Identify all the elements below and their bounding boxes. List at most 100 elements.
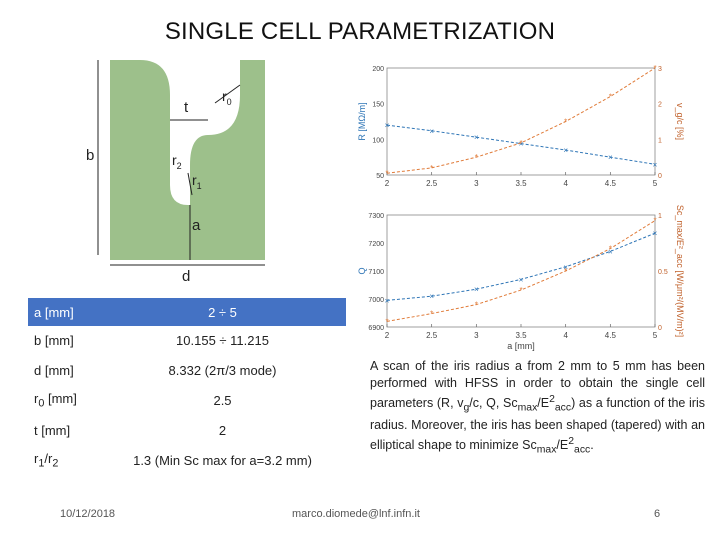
row-value: 1.3 (Min Sc max for a=3.2 mm)	[99, 445, 346, 476]
data-point: *	[564, 118, 567, 127]
y-left-tick-label: 7100	[368, 269, 384, 276]
data-point: ×	[608, 247, 613, 256]
y-left-tick-label: 150	[372, 102, 384, 109]
page-number: 6	[654, 508, 661, 520]
row-param: b [mm]	[28, 326, 100, 356]
data-point: ×	[653, 229, 658, 238]
parameter-table: a [mm] 2 ÷ 5 b [mm] 10.155 ÷ 11.215 d [m…	[28, 298, 346, 476]
table-row: d [mm] 8.332 (2π/3 mode)	[28, 355, 346, 386]
data-point: *	[653, 64, 656, 73]
label-r0: r0	[222, 88, 232, 107]
data-point: ×	[429, 127, 434, 136]
data-point: *	[385, 317, 388, 326]
x-tick-label: 3	[474, 331, 479, 340]
data-point: *	[475, 301, 478, 310]
x-tick-label: 2.5	[426, 179, 438, 188]
x-tick-label: 3	[474, 179, 479, 188]
series-line-1	[386, 220, 656, 322]
y-left-axis-label: R [MΩ/m]	[357, 102, 367, 140]
data-point: *	[385, 169, 388, 178]
description-text: A scan of the iris radius a from 2 mm to…	[370, 359, 705, 456]
y-left-tick-label: 100	[372, 137, 384, 144]
series-line-0	[386, 124, 656, 165]
data-point: *	[519, 286, 522, 295]
y-right-tick-label: 0	[658, 325, 662, 332]
data-point: ×	[429, 292, 434, 301]
x-tick-label: 4.5	[605, 331, 617, 340]
table-row: b [mm] 10.155 ÷ 11.215	[28, 326, 346, 356]
data-point: ×	[519, 275, 524, 284]
data-point: *	[609, 245, 612, 254]
q-sc-chart: 2 2.5 3 3.5 4 4.5 5 7300 7200 7100 7000 6900 1 0.5 0 Q S…	[357, 205, 685, 351]
data-point: ×	[608, 153, 613, 162]
label-r2: r2	[172, 152, 182, 171]
row-value: 10.155 ÷ 11.215	[99, 326, 346, 356]
row-value: 2	[99, 415, 346, 446]
x-axis-label: a [mm]	[507, 341, 535, 351]
series-line-1	[386, 67, 656, 174]
label-r1: r1	[192, 172, 202, 191]
table-header-value: 2 ÷ 5	[99, 298, 346, 326]
data-point: *	[564, 267, 567, 276]
data-point: ×	[519, 140, 524, 149]
table-row: r0 [mm] 2.5	[28, 385, 346, 416]
x-tick-label: 4	[563, 331, 568, 340]
r-vg-chart: 2 2.5 3 3.5 4 4.5 5 200 150 100 50 3 2 1 0 R [MΩ/m] v_g/…	[357, 64, 685, 188]
data-point: ×	[385, 296, 390, 305]
row-param: r1/r2	[28, 445, 100, 476]
y-left-tick-label: 7300	[368, 213, 384, 220]
x-tick-label: 4.5	[605, 179, 617, 188]
y-left-axis-label: Q	[357, 267, 367, 274]
table-row: t [mm] 2	[28, 415, 346, 446]
table-header-param: a [mm]	[28, 298, 100, 326]
y-right-tick-label: 2	[658, 102, 662, 109]
y-left-tick-label: 6900	[368, 325, 384, 332]
label-d: d	[182, 268, 190, 285]
plot-frame	[386, 67, 656, 176]
cell-geometry-diagram: b t r0 r2 r1 a d	[86, 60, 265, 285]
footer-date: 10/12/2018	[60, 508, 116, 520]
data-point: ×	[563, 263, 568, 272]
x-tick-label: 5	[653, 331, 658, 340]
y-right-axis-label: v_g/c [%]	[675, 103, 685, 140]
row-value: 8.332 (2π/3 mode)	[99, 355, 346, 386]
label-t: t	[184, 99, 189, 116]
y-right-tick-label: 1	[658, 213, 662, 220]
x-tick-label: 2	[385, 179, 390, 188]
x-tick-label: 2.5	[426, 331, 438, 340]
x-tick-label: 3.5	[515, 331, 527, 340]
table-header-row: a [mm] 2 ÷ 5	[28, 298, 346, 326]
r0-line	[214, 84, 241, 104]
row-param: t [mm]	[28, 415, 100, 446]
y-left-tick-label: 50	[376, 173, 384, 180]
data-point: *	[430, 164, 433, 173]
label-b: b	[86, 147, 94, 164]
y-left-tick-label: 7200	[368, 241, 384, 248]
y-right-tick-label: 0	[658, 173, 662, 180]
data-point: ×	[385, 121, 390, 130]
cell-shape	[110, 60, 265, 260]
data-point: *	[430, 310, 433, 319]
footer-email: marco.diomede@lnf.infn.it	[292, 508, 420, 520]
y-right-tick-label: 0.5	[658, 269, 668, 276]
y-right-tick-label: 1	[658, 137, 662, 144]
plot-frame	[386, 214, 656, 328]
data-point: *	[519, 139, 522, 148]
data-point: ×	[653, 160, 658, 169]
data-point: ×	[474, 133, 479, 142]
r1-line	[187, 172, 193, 196]
table-row: r1/r2 1.3 (Min Sc max for a=3.2 mm)	[28, 445, 346, 476]
row-value: 2.5	[99, 385, 346, 416]
label-a: a	[192, 217, 201, 234]
row-param: d [mm]	[28, 355, 100, 386]
data-point: *	[475, 153, 478, 162]
y-left-tick-label: 7000	[368, 297, 384, 304]
x-tick-label: 3.5	[515, 179, 527, 188]
data-point: ×	[563, 146, 568, 155]
data-point: *	[609, 93, 612, 102]
y-right-tick-label: 3	[658, 66, 662, 73]
y-right-axis-label: Sc_max/E²_acc [W/μm²/(MV/m)²]	[675, 205, 685, 337]
slide-title: SINGLE CELL PARAMETRIZATION	[164, 18, 556, 45]
data-point: ×	[474, 285, 479, 294]
x-tick-label: 4	[563, 179, 568, 188]
